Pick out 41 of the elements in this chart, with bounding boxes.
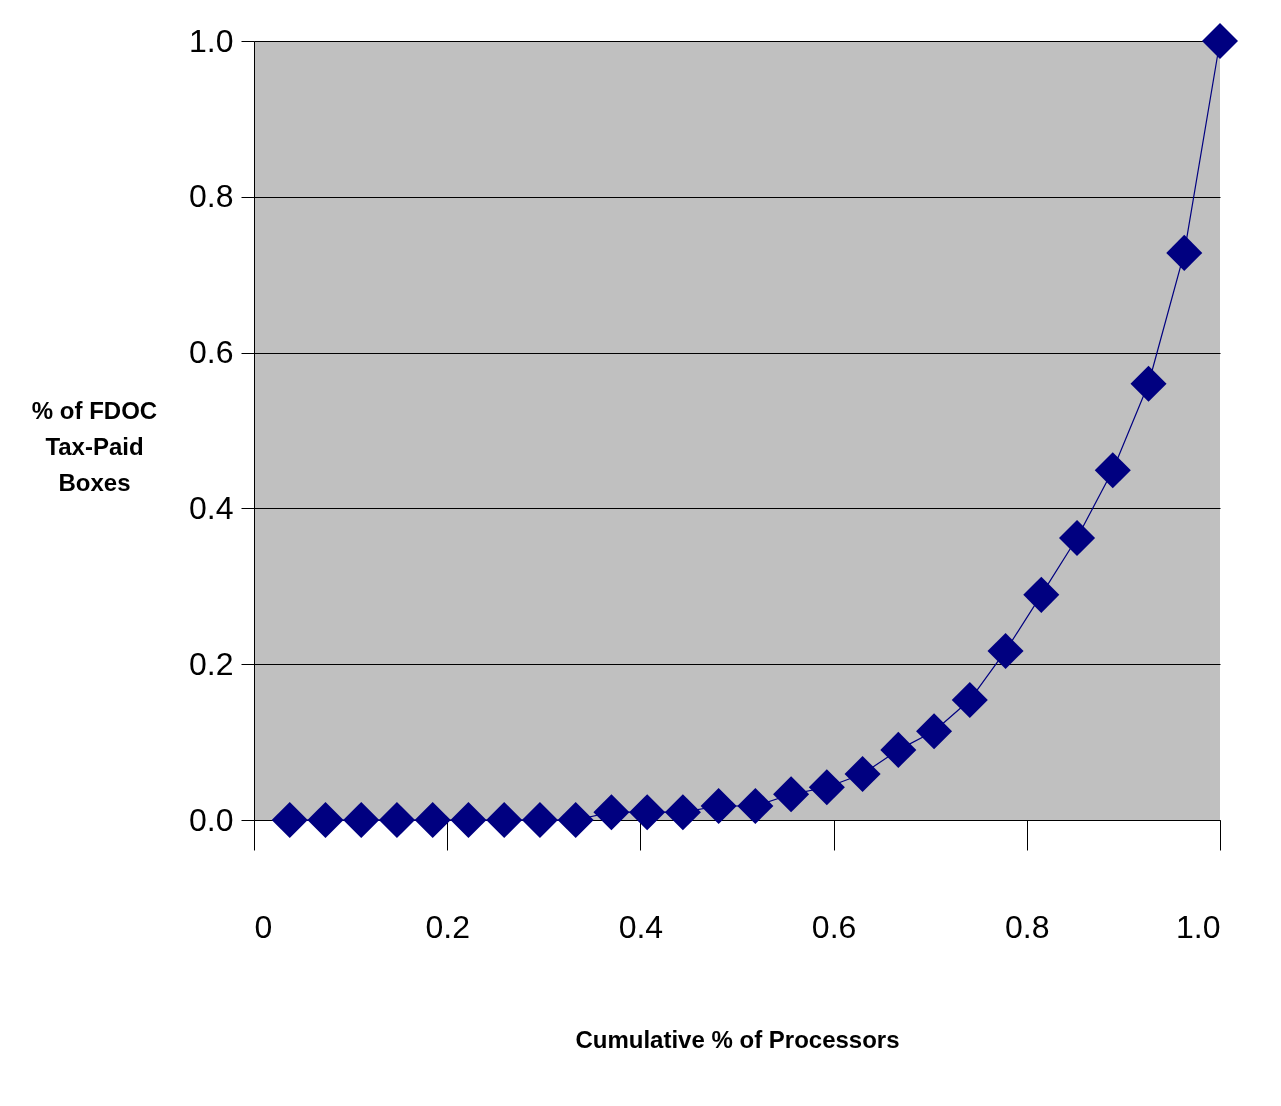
- y-tick-label: 0.2: [189, 645, 234, 682]
- point: [1023, 576, 1060, 613]
- point: [521, 801, 558, 839]
- point: [664, 794, 701, 831]
- point: [271, 801, 308, 839]
- x-tick-label: 0.2: [425, 908, 470, 945]
- y-tick-label: 0.6: [189, 334, 234, 371]
- point: [593, 794, 630, 831]
- point: [700, 787, 737, 825]
- point: [773, 776, 810, 813]
- point: [450, 801, 487, 839]
- x-tick-label: 0: [254, 908, 273, 945]
- point: [844, 756, 881, 793]
- point: [557, 801, 594, 839]
- point: [916, 713, 953, 750]
- point: [987, 632, 1024, 669]
- point: [629, 794, 666, 831]
- point: [1059, 519, 1096, 557]
- point: [307, 801, 344, 839]
- point: [880, 731, 917, 768]
- point: [343, 801, 380, 839]
- point: [1166, 234, 1203, 271]
- point: [1130, 365, 1167, 402]
- x-axis-title: Cumulative % of Processors: [575, 1025, 900, 1053]
- y-tick-label: 0.0: [189, 801, 234, 838]
- x-tick-label: 0.4: [618, 908, 664, 945]
- y-tick-label: 1.0: [189, 22, 234, 59]
- point: [1094, 452, 1131, 489]
- y-axis-title: % of FDOC Tax-Paid Boxes: [31, 396, 158, 496]
- point: [1201, 22, 1239, 60]
- point: [378, 801, 415, 839]
- point: [486, 801, 523, 839]
- point: [737, 787, 774, 825]
- x-tick-label: 0.6: [811, 908, 857, 945]
- point: [808, 769, 845, 806]
- y-tick-label: 0.8: [189, 178, 234, 215]
- point: [414, 801, 451, 839]
- x-tick-label: 1.0: [1176, 908, 1221, 945]
- point: [951, 682, 988, 719]
- y-tick-label: 0.4: [189, 489, 234, 526]
- x-tick-label: 0.8: [1005, 908, 1050, 945]
